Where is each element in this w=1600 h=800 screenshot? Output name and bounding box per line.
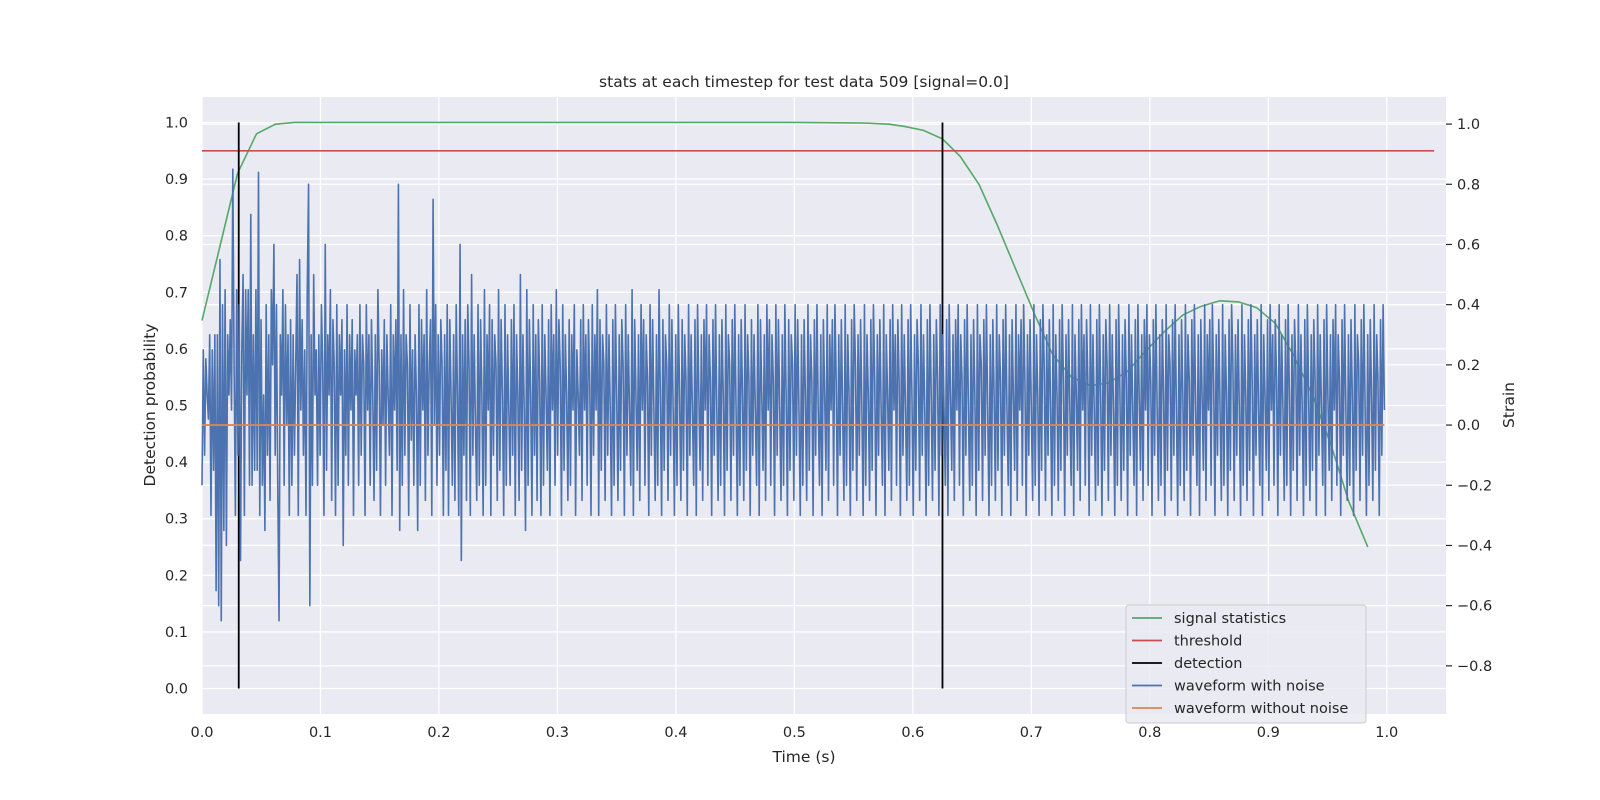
legend-entry-label: detection	[1174, 656, 1242, 672]
legend-entry-label: waveform without noise	[1174, 701, 1348, 717]
legend-entry-label: waveform with noise	[1174, 679, 1325, 695]
x-tick-label: 0.4	[664, 725, 687, 741]
y-left-tick-label: 0.9	[165, 172, 188, 188]
y-left-tick-label: 0.3	[165, 512, 188, 528]
y-right-tick-label: 0.2	[1457, 358, 1480, 374]
legend-entry-label: threshold	[1174, 634, 1242, 650]
series-line-waveform-with-noise	[201, 168, 1386, 622]
y-right-tick-label: −0.6	[1457, 599, 1492, 615]
y-right-tick-label: 0.8	[1457, 177, 1480, 193]
y-left-tick-label: 0.8	[165, 229, 188, 245]
x-tick-label: 0.2	[427, 725, 450, 741]
x-tick-label: 0.3	[546, 725, 569, 741]
y-right-tick-label: 0.6	[1457, 237, 1480, 253]
y-left-tick-label: 0.2	[165, 568, 188, 584]
x-tick-label: 0.0	[190, 725, 213, 741]
x-tick-label: 0.6	[901, 725, 924, 741]
y-right-tick-label: −0.2	[1457, 478, 1492, 494]
y-left-tick-label: 0.1	[165, 625, 188, 641]
y-right-tick-label: 0.0	[1457, 418, 1480, 434]
x-tick-label: 0.8	[1138, 725, 1161, 741]
y-left-tick-label: 0.5	[165, 399, 188, 415]
legend-box	[1125, 604, 1367, 724]
y-left-tick-label: 0.0	[165, 682, 188, 698]
y-left-axis-label: Detection probability	[141, 324, 159, 487]
x-tick-label: 0.9	[1257, 725, 1280, 741]
x-tick-label: 0.1	[309, 725, 332, 741]
y-right-tick-label: 1.0	[1457, 117, 1480, 133]
chart-title: stats at each timestep for test data 509…	[599, 73, 1009, 91]
x-tick-label: 0.5	[783, 725, 806, 741]
x-axis-ticks: 0.0 0.1 0.2 0.3 0.4 0.5 0.6 0.7 0.8 0.9 1.0	[190, 725, 1398, 741]
legend-entry-label: signal statistics	[1174, 611, 1286, 627]
y-left-tick-label: 1.0	[165, 115, 188, 131]
y-left-axis-ticks: 0.0 0.1 0.2 0.3 0.4 0.5 0.6 0.7 0.8 0.9 1.0	[165, 115, 188, 697]
y-left-tick-label: 0.7	[165, 285, 188, 301]
y-right-tick-label: 0.4	[1457, 298, 1480, 314]
x-tick-label: 0.7	[1020, 725, 1043, 741]
series-layer	[201, 121, 1435, 689]
y-right-axis-ticks: −0.8 −0.6 −0.4 −0.2 0.0 0.2 0.4 0.6 0.8 1.0	[1446, 117, 1492, 675]
y-right-tick-label: −0.4	[1457, 538, 1492, 554]
y-left-tick-label: 0.4	[165, 455, 188, 471]
x-tick-label: 1.0	[1375, 725, 1398, 741]
y-right-tick-label: −0.8	[1457, 659, 1492, 675]
legend: signal statistics threshold detection wavef…	[1125, 604, 1367, 724]
y-right-axis-label: Strain	[1500, 382, 1518, 428]
x-axis-label: Time (s)	[771, 748, 835, 766]
y-left-tick-label: 0.6	[165, 342, 188, 358]
